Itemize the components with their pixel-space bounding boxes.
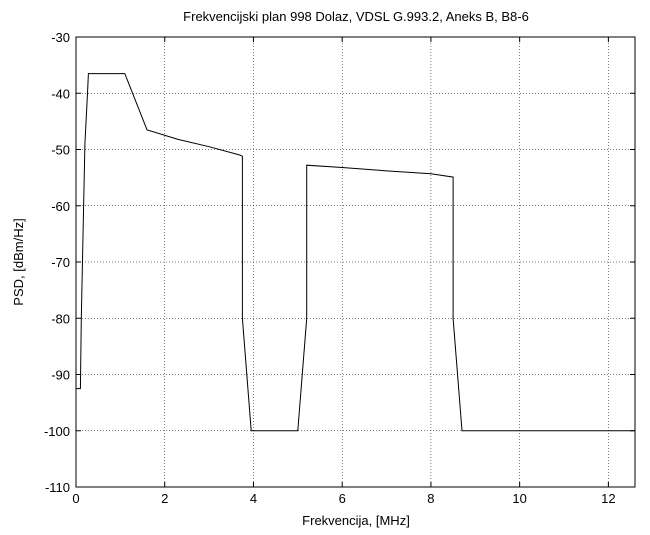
x-tick-label: 6 — [339, 491, 346, 506]
y-tick-label: -80 — [51, 311, 70, 326]
y-axis-label: PSD, [dBm/Hz] — [11, 218, 26, 305]
y-tick-label: -60 — [51, 199, 70, 214]
x-tick-label: 8 — [427, 491, 434, 506]
psd-series-line — [76, 73, 635, 432]
y-tick-label: -70 — [51, 255, 70, 270]
y-tick-label: -90 — [51, 368, 70, 383]
x-tick-labels: 0 2 4 6 8 10 12 — [72, 491, 615, 506]
y-tick-label: -110 — [45, 480, 70, 495]
x-tick-label: 4 — [250, 491, 257, 506]
x-tick-label: 2 — [161, 491, 168, 506]
y-tick-labels: -110 -100 -90 -80 -70 -60 -50 -40 -30 — [44, 30, 70, 495]
x-tick-label: 10 — [512, 491, 526, 506]
x-axis-label: Frekvencija, [MHz] — [302, 513, 410, 528]
grid — [76, 37, 635, 487]
y-tick-label: -50 — [51, 143, 70, 158]
x-tick-label: 0 — [72, 491, 79, 506]
chart-title: Frekvencijski plan 998 Dolaz, VDSL G.993… — [183, 9, 529, 24]
plot-frame — [75, 36, 636, 488]
y-tick-label: -100 — [44, 424, 70, 439]
y-tick-label: -40 — [51, 86, 70, 101]
series-layer — [76, 73, 635, 432]
y-tick-label: -30 — [51, 30, 70, 45]
x-tick-label: 12 — [601, 491, 615, 506]
